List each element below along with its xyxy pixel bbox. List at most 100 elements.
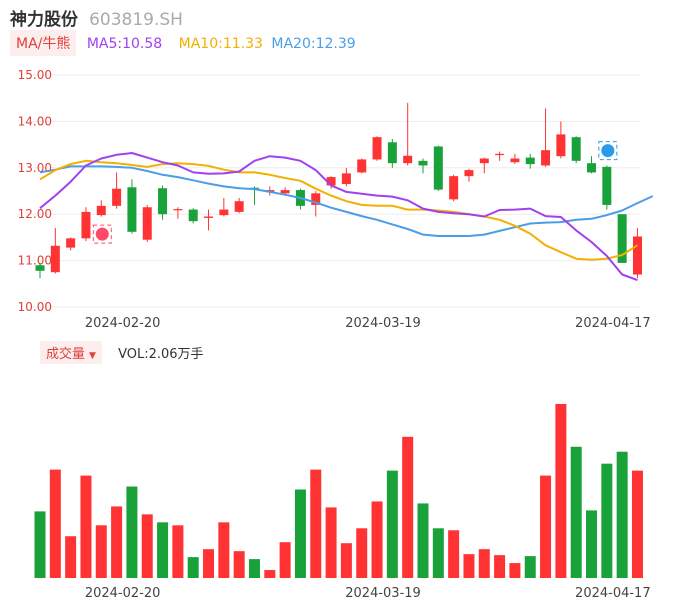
- volume-bar-up: [264, 570, 276, 578]
- volume-value: VOL:2.06万手: [118, 347, 204, 362]
- ma5-line: [39, 152, 638, 282]
- volume-x-tick-label: 2024-04-17: [575, 586, 651, 601]
- volume-tag-label: 成交量: [46, 347, 86, 362]
- volume-bar-up: [218, 522, 230, 578]
- ma10-line: [39, 159, 639, 261]
- candle-up: [311, 191, 321, 217]
- candle-body: [158, 188, 168, 215]
- volume-bar-up: [80, 475, 92, 578]
- candle-body: [204, 216, 214, 218]
- volume-bar-up: [310, 469, 322, 578]
- candle-body: [387, 142, 397, 164]
- candle-body: [357, 159, 367, 173]
- candle-down: [418, 158, 428, 174]
- candle-up: [66, 237, 76, 251]
- ma10-legend: MA10:11.33: [178, 36, 263, 52]
- candle-up: [326, 176, 336, 189]
- volume-bar-up: [631, 470, 643, 578]
- volume-bar-up: [509, 563, 521, 578]
- candle-down: [387, 139, 397, 168]
- x-tick-label: 2024-04-17: [575, 316, 651, 331]
- candle-body: [510, 158, 520, 163]
- candle-up: [403, 102, 413, 166]
- volume-bar-up: [463, 554, 475, 578]
- candle-body: [96, 205, 106, 216]
- volume-bar-up: [340, 543, 352, 578]
- ma-indicator-tab[interactable]: MA/牛熊: [10, 30, 77, 56]
- candle-body: [35, 265, 45, 271]
- candle-body: [403, 155, 413, 164]
- candle-up: [510, 153, 520, 165]
- volume-bar-up: [111, 506, 123, 578]
- volume-bar-down: [294, 489, 306, 578]
- candle-body: [449, 176, 459, 200]
- stock-name: 神力股份: [10, 10, 78, 30]
- volume-bar-up: [325, 507, 337, 578]
- volume-bar-up: [172, 525, 184, 578]
- volume-legend: 成交量 ▼ VOL:2.06万手: [40, 341, 204, 364]
- candle-down: [433, 145, 443, 191]
- candle-body: [219, 209, 229, 216]
- candle-body: [311, 193, 321, 205]
- candle-up: [449, 174, 459, 202]
- caret-down-icon: ▼: [89, 351, 96, 361]
- volume-bar-down: [432, 528, 444, 578]
- candle-body: [188, 209, 198, 222]
- volume-bar-up: [203, 549, 215, 578]
- candle-body: [280, 190, 290, 194]
- volume-bar-down: [601, 463, 613, 578]
- candle-down: [571, 136, 581, 164]
- candle-body: [433, 146, 443, 190]
- volume-bar-up: [95, 525, 107, 578]
- volume-bar-up: [49, 469, 61, 578]
- volume-x-tick-label: 2024-02-20: [85, 586, 161, 601]
- volume-bar-up: [402, 436, 414, 578]
- candle-up: [495, 151, 505, 161]
- candle-down: [158, 185, 168, 220]
- candle-body: [464, 170, 474, 177]
- candle-up: [112, 172, 122, 209]
- candle-body: [632, 236, 642, 275]
- candle-up: [96, 200, 106, 217]
- stock-code: 603819.SH: [89, 10, 183, 30]
- ma20-line: [39, 165, 654, 237]
- y-tick-label: 15.00: [18, 68, 52, 82]
- bear-marker-icon: [598, 141, 618, 161]
- candle-body: [66, 238, 76, 248]
- candle-body: [326, 177, 336, 186]
- bull-marker-icon: [92, 224, 112, 244]
- ma5-legend: MA5:10.58: [86, 36, 163, 52]
- volume-bar-up: [279, 542, 291, 578]
- candle-body: [372, 137, 382, 160]
- volume-indicator-dropdown[interactable]: 成交量 ▼: [40, 341, 102, 364]
- volume-bar-up: [65, 536, 77, 578]
- ma20-legend: MA20:12.39: [271, 36, 356, 52]
- candle-body: [142, 207, 152, 240]
- volume-bar-up: [371, 501, 383, 578]
- volume-bar-up: [494, 555, 506, 578]
- candle-up: [632, 228, 642, 279]
- candle-up: [81, 207, 91, 242]
- ma-legend: MA/牛熊 MA5:10.58 MA10:11.33 MA20:12.39: [10, 30, 356, 56]
- volume-bar-down: [616, 451, 628, 578]
- volume-bar-down: [524, 556, 536, 578]
- candle-up: [357, 158, 367, 174]
- volume-bar-down: [586, 510, 598, 578]
- candle-body: [50, 245, 60, 273]
- candle-up: [541, 108, 551, 167]
- candle-up: [479, 157, 489, 174]
- volume-bar-down: [187, 557, 199, 578]
- volume-bar-up: [233, 551, 245, 578]
- y-tick-label: 13.00: [18, 161, 52, 175]
- x-tick-label: 2024-03-19: [345, 316, 421, 331]
- candle-body: [479, 158, 489, 164]
- candle-up: [173, 207, 183, 219]
- marker-frame: [598, 141, 618, 161]
- candle-body: [234, 201, 244, 212]
- volume-bar-down: [248, 559, 260, 578]
- volume-bar-down: [386, 470, 398, 578]
- volume-bar-down: [570, 446, 582, 578]
- candle-up: [142, 204, 152, 243]
- candle-body: [571, 137, 581, 161]
